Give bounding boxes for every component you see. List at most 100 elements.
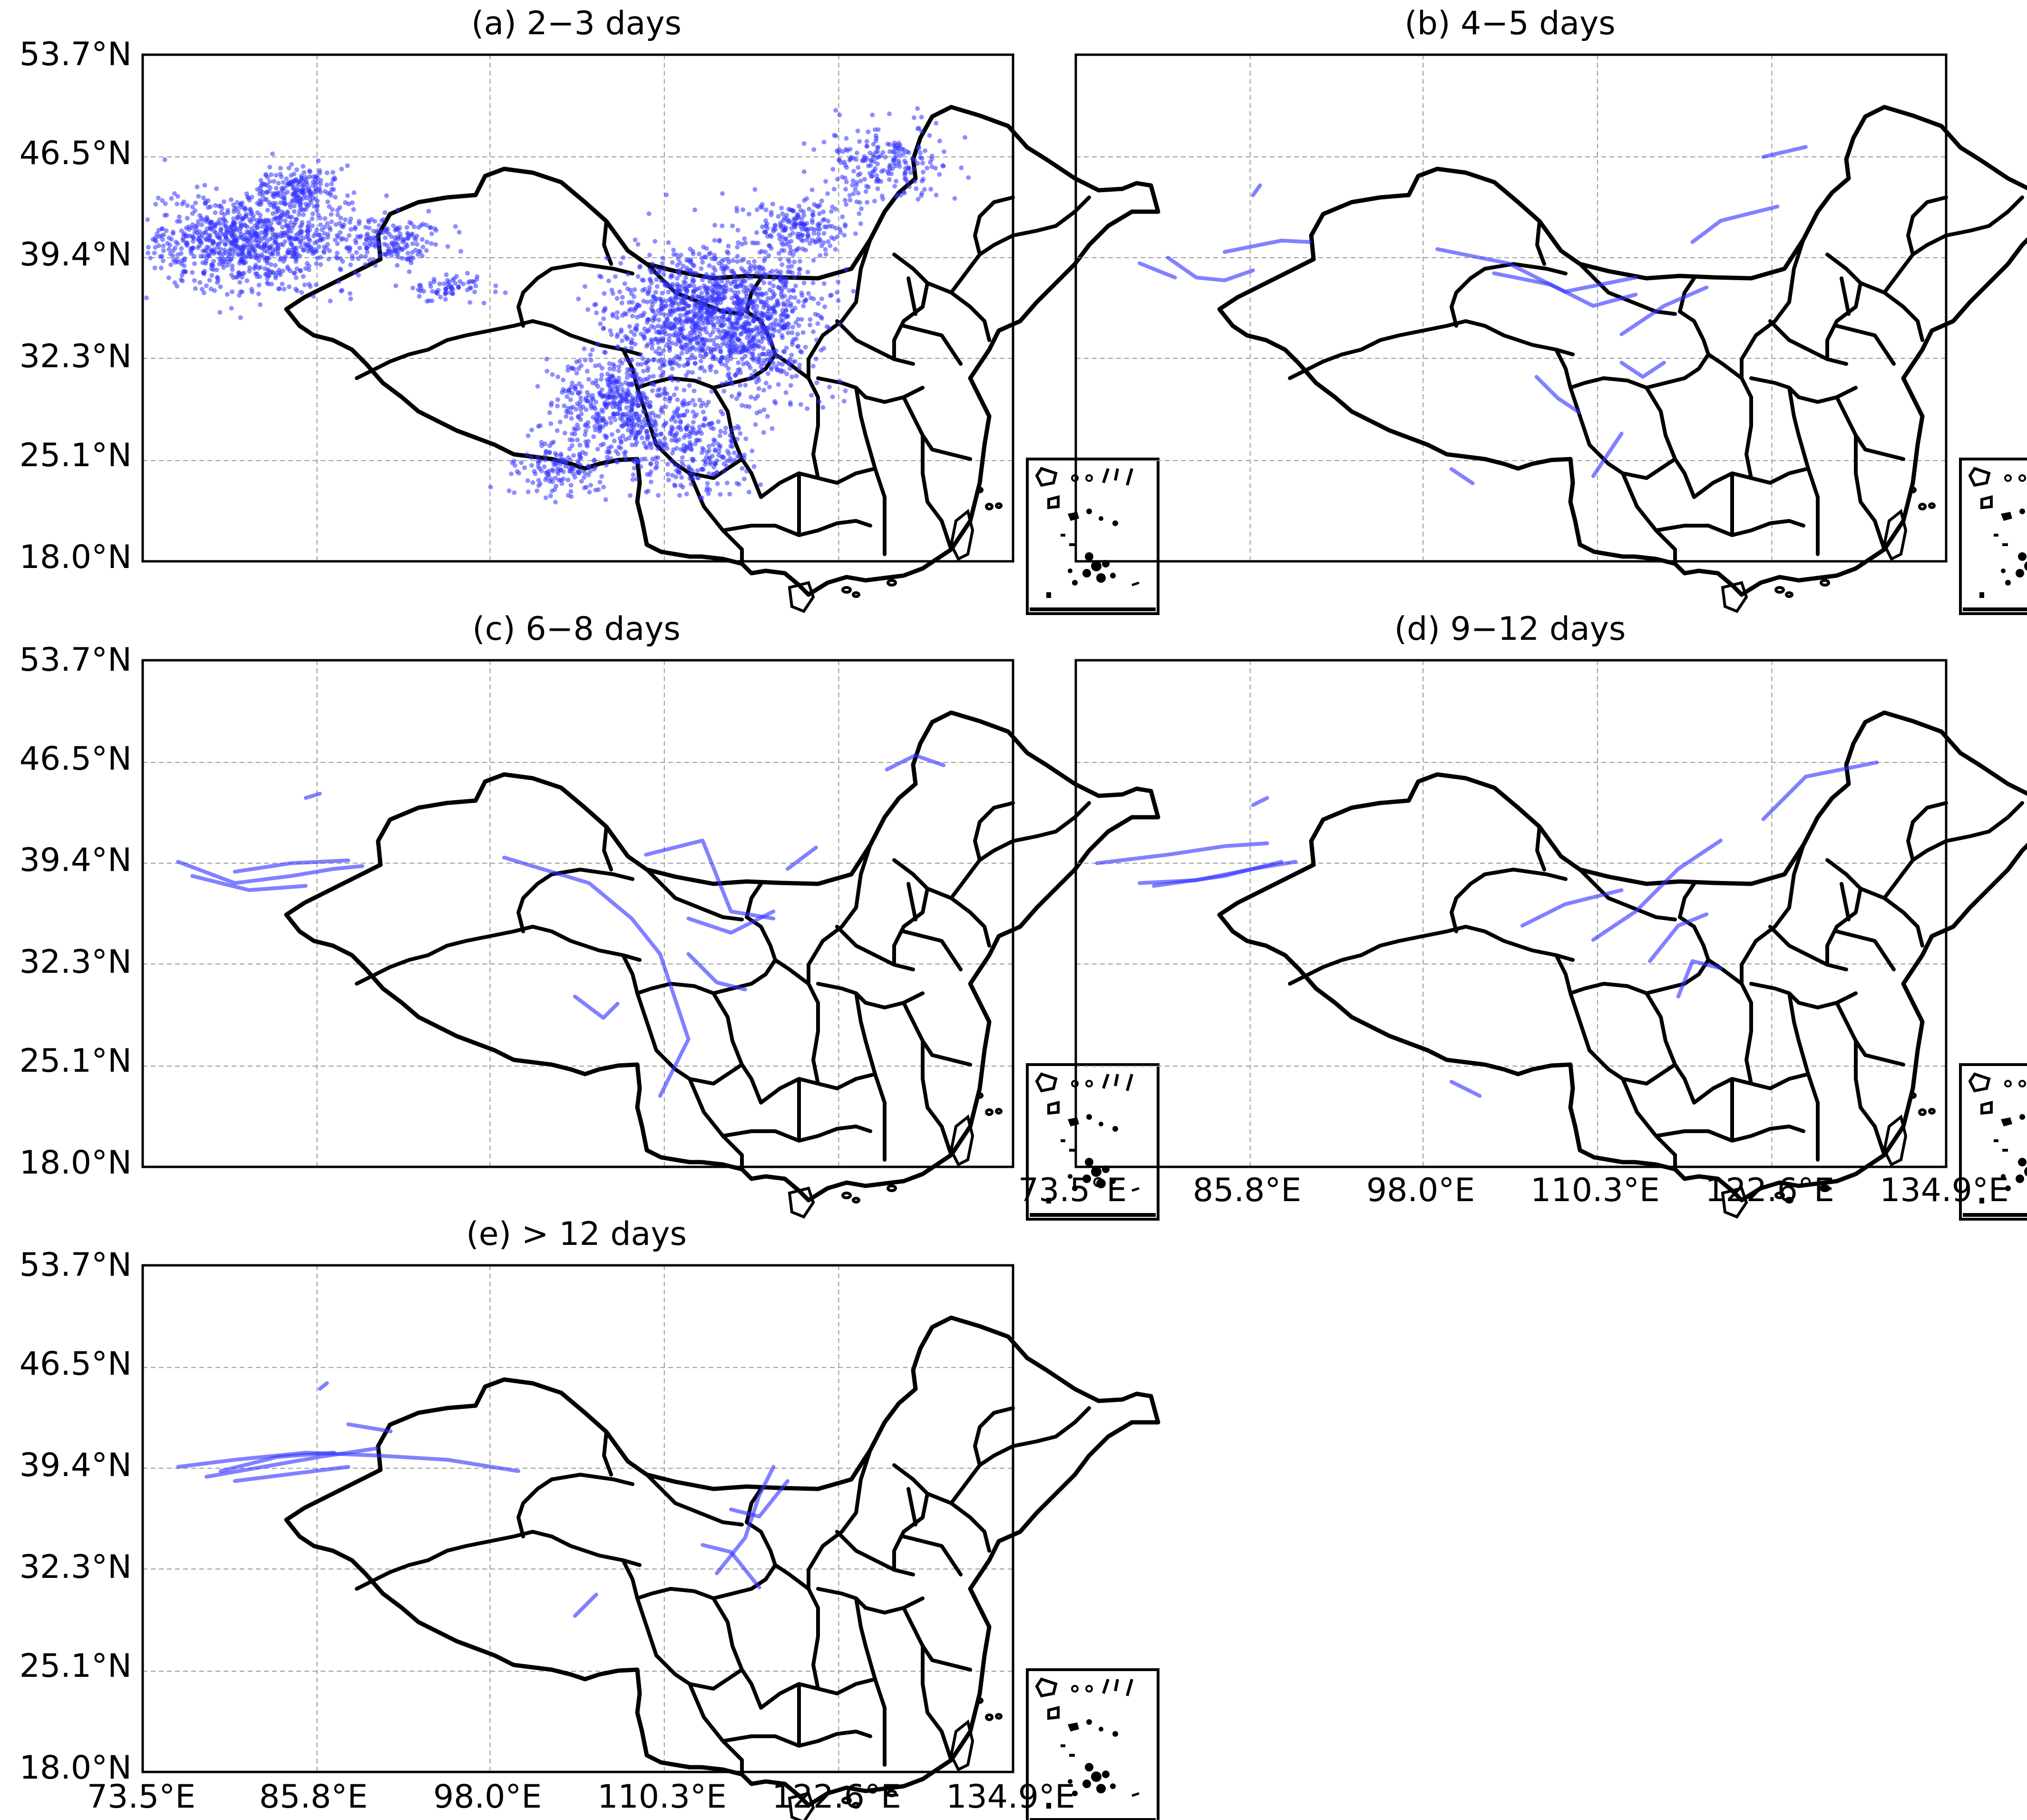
site-point — [820, 217, 826, 223]
site-point — [645, 472, 650, 477]
site-point — [638, 376, 643, 382]
site-point — [776, 214, 781, 219]
site-point — [457, 230, 462, 235]
site-point — [720, 191, 725, 196]
site-point — [544, 356, 549, 362]
site-point — [590, 393, 595, 398]
site-point — [238, 289, 243, 294]
site-point — [193, 200, 198, 205]
site-point — [708, 367, 713, 372]
site-point — [613, 274, 618, 279]
site-point — [182, 256, 187, 261]
site-point — [677, 260, 682, 265]
site-point — [679, 307, 684, 312]
site-point — [808, 317, 813, 322]
site-point — [424, 239, 429, 245]
site-point — [381, 217, 386, 222]
site-point — [908, 170, 913, 175]
site-point — [780, 362, 785, 367]
site-point — [821, 231, 827, 236]
site-point — [752, 369, 757, 374]
site-point — [413, 237, 418, 242]
site-point — [397, 245, 402, 251]
y-tick: 46.5°N — [19, 135, 132, 172]
site-point — [258, 302, 263, 307]
site-point — [746, 260, 751, 265]
site-point — [543, 457, 548, 462]
site-point — [258, 265, 263, 270]
site-point — [751, 464, 757, 469]
site-point — [308, 284, 313, 289]
site-point — [670, 450, 675, 456]
site-point — [850, 178, 856, 183]
site-point — [705, 481, 710, 486]
site-point — [525, 452, 530, 457]
site-point — [553, 499, 558, 505]
site-point — [688, 330, 693, 335]
site-point — [656, 317, 662, 323]
site-point — [700, 446, 705, 451]
site-point — [758, 482, 763, 487]
site-point — [213, 203, 218, 208]
site-point — [339, 224, 344, 229]
site-point — [201, 270, 206, 275]
site-point — [643, 456, 648, 461]
site-point — [707, 421, 712, 426]
site-point — [719, 258, 724, 264]
site-point — [575, 437, 580, 442]
site-point — [820, 405, 826, 410]
site-point — [629, 329, 634, 334]
site-point — [835, 290, 839, 295]
site-point — [419, 253, 425, 258]
site-point — [823, 252, 828, 257]
site-point — [238, 205, 244, 210]
site-point — [537, 458, 543, 463]
site-point — [837, 157, 842, 162]
site-point — [424, 299, 429, 304]
site-point — [333, 222, 339, 227]
site-point — [791, 288, 796, 294]
site-point — [396, 236, 401, 242]
site-point — [576, 296, 581, 302]
site-point — [473, 284, 478, 289]
site-point — [565, 493, 571, 498]
site-point — [754, 271, 759, 276]
site-point — [284, 176, 289, 181]
x-tick: 122.6°E — [1705, 1172, 1834, 1209]
site-point — [343, 200, 348, 205]
event-track — [1095, 841, 1269, 865]
site-point — [687, 383, 692, 388]
site-point — [526, 489, 531, 494]
event-track — [1761, 760, 1879, 822]
site-point — [738, 383, 743, 388]
site-point — [883, 155, 888, 160]
site-point — [601, 316, 606, 322]
site-point — [854, 183, 859, 188]
site-point — [912, 158, 917, 164]
site-point — [695, 468, 700, 473]
south-china-sea-inset — [1960, 459, 2027, 614]
site-point — [186, 224, 191, 229]
site-point — [718, 275, 723, 281]
site-point — [583, 357, 588, 362]
site-point — [761, 346, 766, 351]
site-point — [281, 259, 286, 264]
site-point — [687, 337, 692, 342]
site-point — [691, 410, 696, 414]
site-point — [229, 256, 234, 262]
site-point — [677, 493, 682, 498]
site-point — [301, 212, 306, 217]
site-point — [763, 291, 769, 296]
site-point — [582, 284, 587, 289]
site-point — [755, 356, 760, 362]
site-point — [757, 317, 762, 323]
site-point — [796, 246, 801, 251]
site-point — [887, 149, 892, 154]
site-point — [443, 290, 448, 295]
site-point — [780, 211, 785, 216]
site-point — [335, 212, 341, 217]
site-point — [235, 215, 240, 221]
site-point — [719, 454, 724, 460]
site-point — [173, 245, 178, 251]
site-point — [545, 369, 550, 374]
